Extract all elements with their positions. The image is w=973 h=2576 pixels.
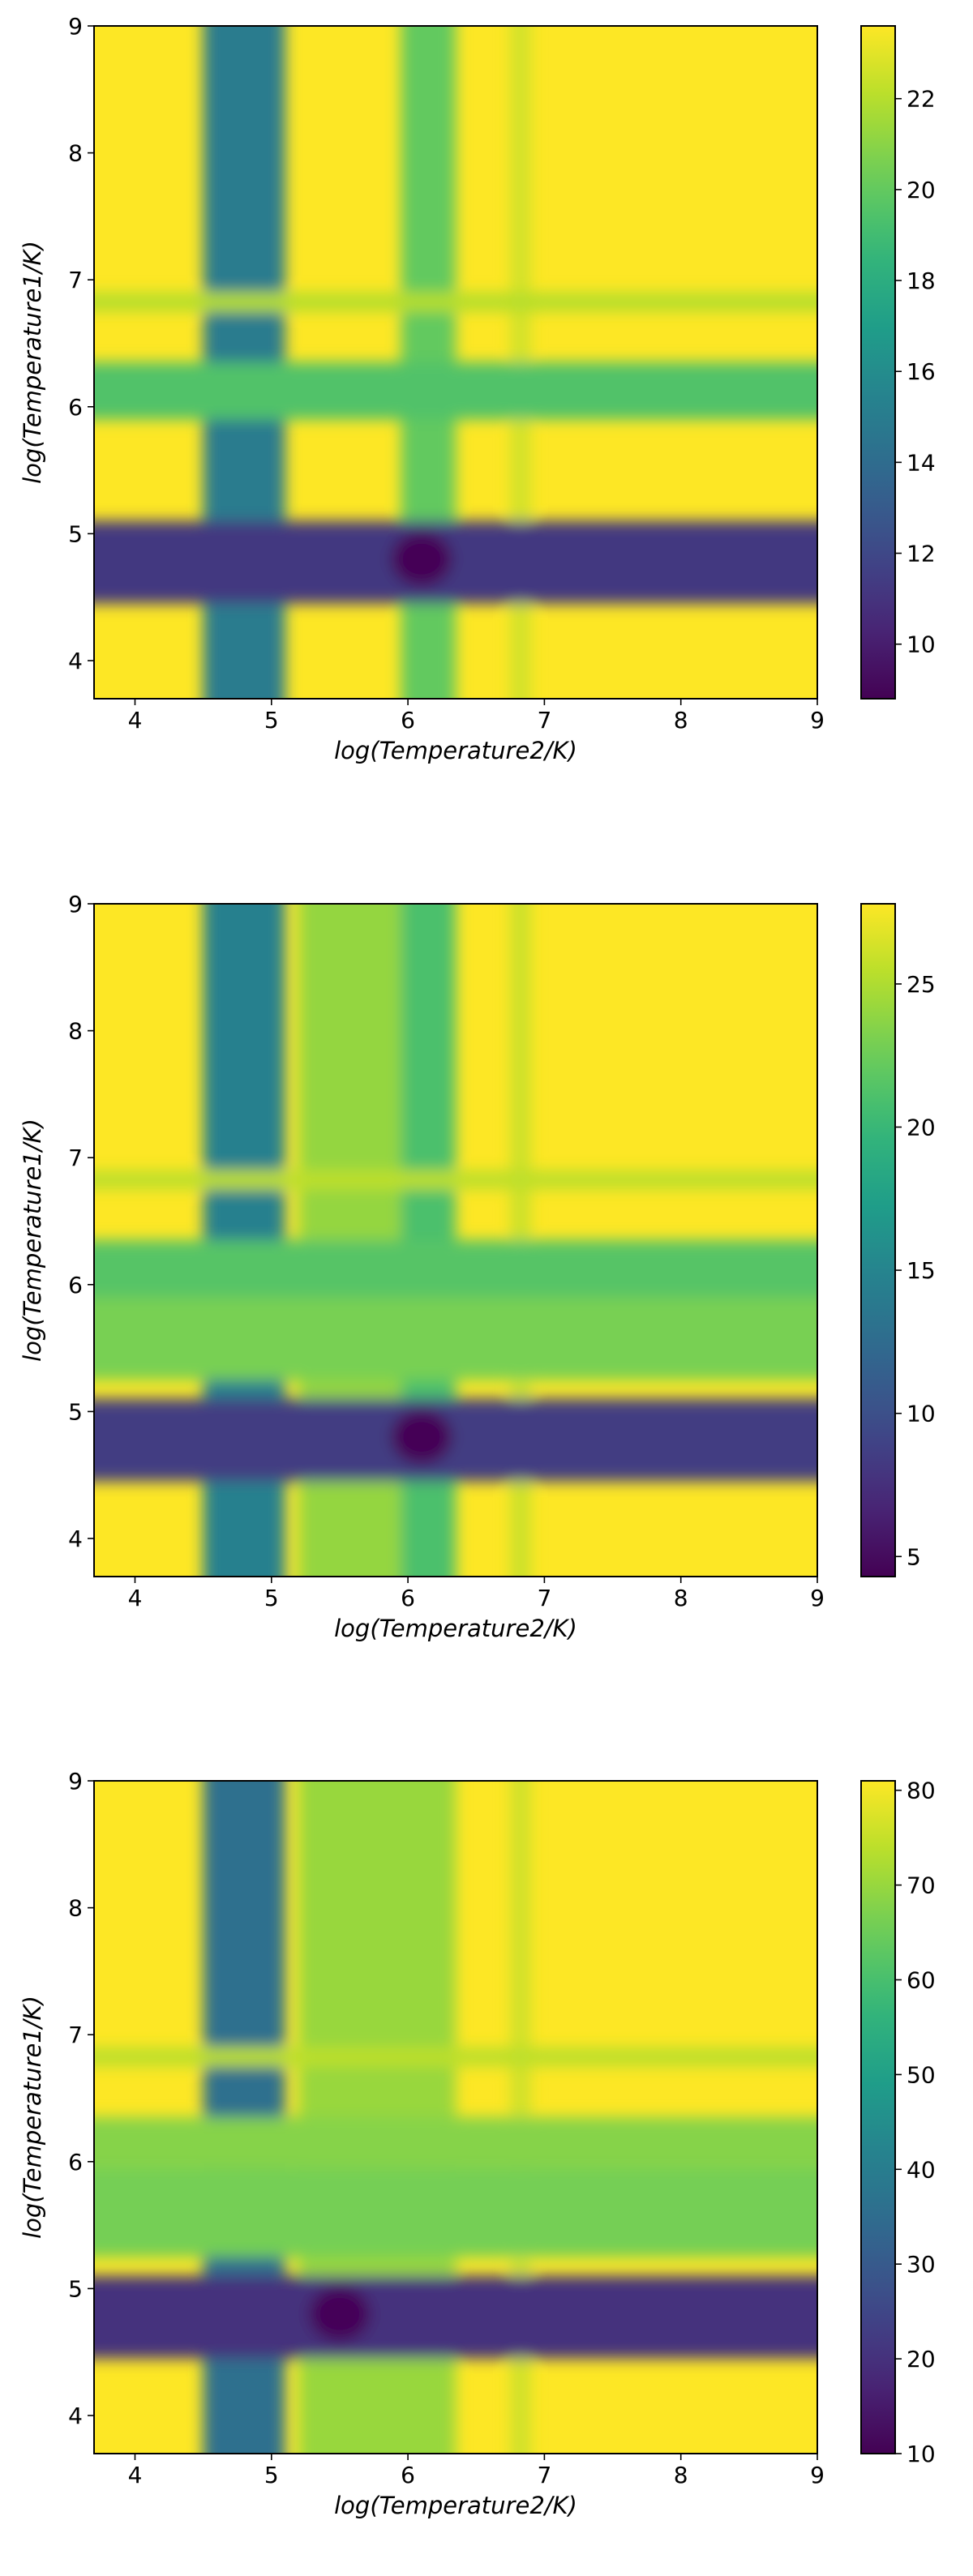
x-tick-label: 9 [810, 2462, 825, 2488]
heatmap-row-band [94, 1240, 817, 1298]
y-tick-label: 6 [68, 1272, 83, 1299]
x-tick-label: 6 [401, 2462, 415, 2488]
colorbar-tick-label: 40 [907, 2156, 936, 2183]
y-tick-label: 9 [68, 13, 83, 40]
y-tick-label: 8 [68, 140, 83, 167]
heatmap-row-band [94, 362, 817, 420]
plot-frame [93, 25, 818, 700]
colorbar [860, 25, 896, 700]
x-tick-label: 4 [128, 2462, 143, 2488]
colorbar-tick-label: 22 [907, 86, 936, 113]
y-tick-label: 8 [68, 1018, 83, 1045]
colorbar-tick-label: 30 [907, 2251, 936, 2278]
y-tick-label: 9 [68, 891, 83, 918]
x-tick-label: 6 [401, 707, 415, 734]
x-tick-label: 8 [674, 2462, 688, 2488]
x-tick-label: 5 [264, 2462, 279, 2488]
x-tick-label: 7 [537, 1585, 551, 1611]
heatmap-row-band [94, 1297, 817, 1380]
colorbar [860, 903, 896, 1577]
y-tick-label: 5 [68, 1398, 83, 1425]
colorbar-tick-label: 15 [907, 1257, 936, 1284]
heatmap-minimum [390, 531, 452, 587]
x-tick-label: 7 [537, 2462, 551, 2488]
heatmap-minimum [390, 1409, 452, 1465]
x-tick-label: 8 [674, 707, 688, 734]
colorbar-tick-label: 25 [907, 971, 936, 998]
y-tick-label: 9 [68, 1768, 83, 1795]
y-tick-label: 6 [68, 2149, 83, 2176]
colorbar-tick-label: 14 [907, 449, 936, 476]
heatmap-row-band [94, 1398, 817, 1482]
colorbar-tick-label: 10 [907, 2441, 936, 2467]
colorbar [860, 1780, 896, 2454]
y-axis-label: log(Temperature1/K) [19, 1996, 46, 2239]
colorbar-tick-label: 18 [907, 267, 936, 294]
x-tick-label: 9 [810, 707, 825, 734]
y-tick-label: 4 [68, 2403, 83, 2429]
colorbar-tick-label: 70 [907, 1872, 936, 1899]
chart-panel-1: 4 5 6 7 8 9 4 5 6 7 8 9 log(Temperature2/K) log(Tempe… [19, 13, 936, 764]
plot-frame [93, 903, 818, 1577]
heatmap-row-band [94, 2275, 817, 2359]
x-axis-label: log(Temperature2/K) [334, 1615, 577, 1642]
heatmap-row-band [94, 2047, 817, 2067]
heatmap-cells [94, 1781, 817, 2454]
heatmap-cells [94, 904, 817, 1577]
heatmap-row-band [94, 2167, 817, 2257]
colorbar-tick-label: 20 [907, 177, 936, 203]
heatmap-row-band [94, 292, 817, 312]
x-tick-label: 5 [264, 707, 279, 734]
y-axis-label: log(Temperature1/K) [19, 1119, 46, 1362]
x-tick-label: 4 [128, 1585, 143, 1611]
x-tick-label: 9 [810, 1585, 825, 1611]
x-tick-label: 7 [537, 707, 551, 734]
colorbar-tick-label: 50 [907, 2061, 936, 2088]
y-tick-label: 7 [68, 2022, 83, 2048]
colorbar-tick-label: 10 [907, 631, 936, 658]
y-tick-label: 7 [68, 267, 83, 293]
y-tick-label: 7 [68, 1145, 83, 1171]
chart-panel-3: 4 5 6 7 8 9 4 5 6 7 8 9 log(Temperature2/K) log(Tempe… [19, 1768, 936, 2519]
heatmap-row-band [94, 2117, 817, 2168]
colorbar-tick-label: 12 [907, 541, 936, 567]
colorbar-tick-label: 16 [907, 358, 936, 385]
heatmap-row-band [94, 520, 817, 604]
colorbar-tick-label: 80 [907, 1778, 936, 1804]
x-tick-label: 4 [128, 707, 143, 734]
colorbar-tick-label: 20 [907, 2346, 936, 2373]
y-tick-label: 4 [68, 648, 83, 674]
heatmap-cells [94, 26, 817, 699]
colorbar-tick-label: 5 [907, 1543, 921, 1570]
colorbar-tick-label: 10 [907, 1401, 936, 1427]
colorbar-tick-label: 20 [907, 1114, 936, 1140]
colorbar-tick-label: 60 [907, 1966, 936, 1993]
y-tick-label: 4 [68, 1525, 83, 1552]
heatmap-minimum [308, 2286, 371, 2342]
x-tick-label: 6 [401, 1585, 415, 1611]
chart-panel-2: 4 5 6 7 8 9 4 5 6 7 8 9 log(Temperature2/K) log(Tempe… [19, 891, 936, 1642]
plot-frame [93, 1780, 818, 2454]
x-tick-label: 8 [674, 1585, 688, 1611]
x-axis-label: log(Temperature2/K) [334, 737, 577, 764]
x-axis-label: log(Temperature2/K) [334, 2492, 577, 2519]
y-tick-label: 8 [68, 1895, 83, 1922]
y-axis-label: log(Temperature1/K) [19, 241, 46, 484]
x-tick-label: 5 [264, 1585, 279, 1611]
y-tick-label: 5 [68, 520, 83, 547]
y-tick-label: 5 [68, 2275, 83, 2302]
heatmap-row-band [94, 1170, 817, 1190]
y-tick-label: 6 [68, 394, 83, 421]
